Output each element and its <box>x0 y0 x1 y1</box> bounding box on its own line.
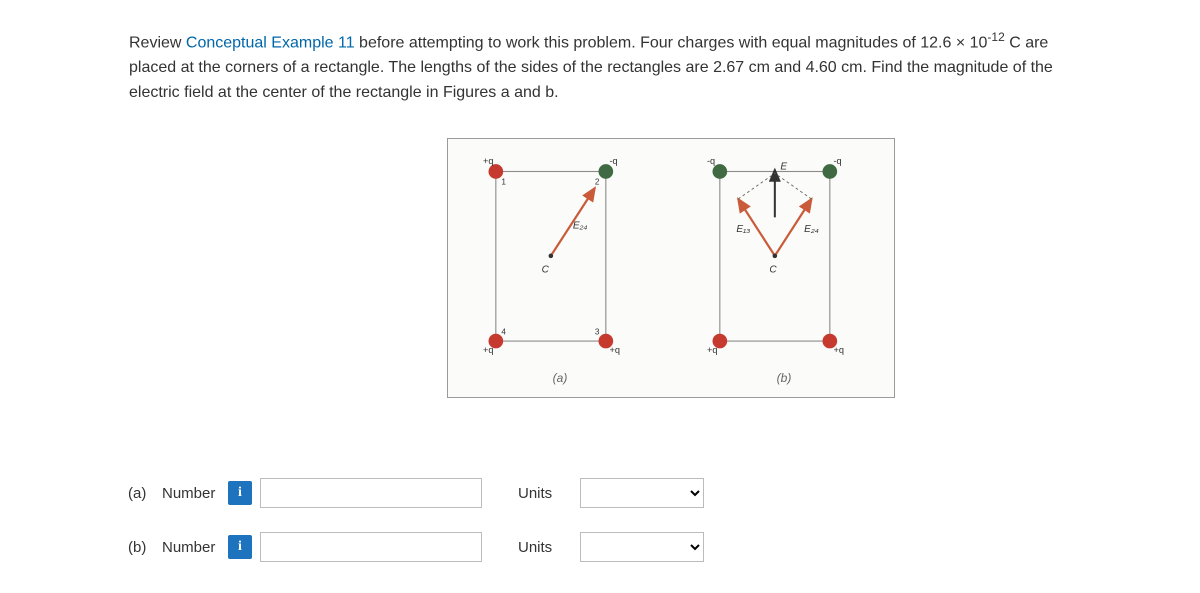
figure-a-caption: (a) <box>470 371 650 385</box>
svg-text:+q: +q <box>610 345 620 355</box>
svg-text:1: 1 <box>501 177 506 186</box>
svg-text:C: C <box>769 264 777 275</box>
info-button-a[interactable]: i <box>228 481 252 505</box>
figure-a: +q -q +q +q 1 2 3 4 E₂₄ C (a) <box>470 155 650 387</box>
figure-b-caption: (b) <box>694 371 874 385</box>
figure-container: +q -q +q +q 1 2 3 4 E₂₄ C (a) <box>447 138 895 398</box>
part-a-label: (a) <box>128 485 162 502</box>
svg-text:C: C <box>542 264 550 275</box>
svg-text:-q: -q <box>610 156 618 166</box>
svg-text:-q: -q <box>707 156 715 166</box>
number-input-b[interactable] <box>260 532 482 562</box>
svg-text:E₂₄: E₂₄ <box>573 220 588 231</box>
part-b-label: (b) <box>128 539 162 556</box>
figure-b: -q -q +q +q E₁₃ E₂₄ E C (b) <box>694 155 874 387</box>
svg-text:+q: +q <box>834 345 844 355</box>
svg-text:E: E <box>780 162 787 173</box>
problem-pretext: Review <box>129 34 186 51</box>
svg-text:+q: +q <box>483 156 493 166</box>
svg-text:4: 4 <box>501 328 506 337</box>
charge-exponent: -12 <box>987 30 1004 44</box>
units-select-b[interactable] <box>580 532 704 562</box>
answer-row-b: (b) Number i Units <box>128 530 828 564</box>
problem-posttext: before attempting to work this problem. … <box>355 34 988 51</box>
svg-text:3: 3 <box>595 328 600 337</box>
answers-block: (a) Number i Units (b) Number i Units <box>128 476 828 584</box>
svg-text:+q: +q <box>707 345 717 355</box>
info-icon: i <box>238 485 242 501</box>
svg-text:+q: +q <box>483 345 493 355</box>
info-icon: i <box>238 539 242 555</box>
answer-row-a: (a) Number i Units <box>128 476 828 510</box>
number-input-a[interactable] <box>260 478 482 508</box>
problem-statement: Review Conceptual Example 11 before atte… <box>0 0 1200 106</box>
info-button-b[interactable]: i <box>228 535 252 559</box>
number-label-a: Number <box>162 485 228 502</box>
concept-link[interactable]: Conceptual Example 11 <box>186 34 355 51</box>
svg-text:2: 2 <box>595 177 600 186</box>
units-label-a: Units <box>518 485 564 502</box>
units-label-b: Units <box>518 539 564 556</box>
svg-text:E₂₄: E₂₄ <box>804 224 819 235</box>
units-select-a[interactable] <box>580 478 704 508</box>
svg-text:-q: -q <box>834 156 842 166</box>
svg-text:E₁₃: E₁₃ <box>736 224 750 235</box>
number-label-b: Number <box>162 539 228 556</box>
